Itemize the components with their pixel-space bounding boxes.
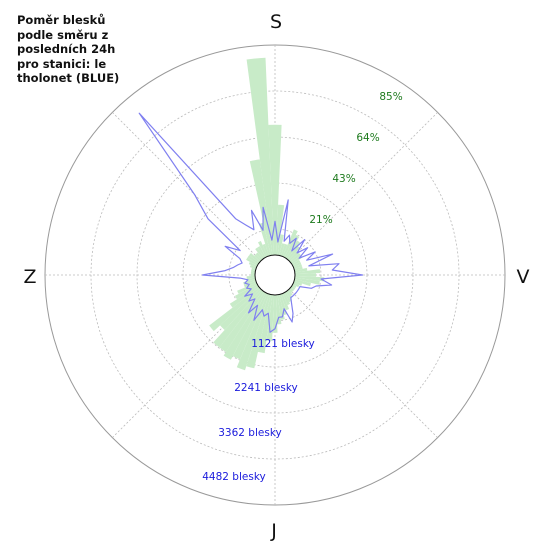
ratio-wedge bbox=[246, 275, 256, 279]
ratio-wedge bbox=[209, 287, 261, 332]
ratio-wedge bbox=[294, 269, 321, 275]
ratio-wedge bbox=[266, 294, 275, 342]
ratio-wedge bbox=[236, 293, 269, 371]
ratio-wedge bbox=[249, 159, 273, 256]
ratio-wedge bbox=[243, 281, 257, 288]
ratio-wedge bbox=[292, 282, 300, 288]
direction-label-right: V bbox=[517, 266, 530, 288]
ratio-wedge bbox=[294, 279, 311, 287]
ratio-wedge bbox=[294, 277, 320, 285]
ratio-wedge bbox=[281, 243, 288, 257]
count-series bbox=[138, 112, 364, 333]
ratio-wedge bbox=[282, 292, 291, 306]
ratio-wedge bbox=[291, 259, 301, 266]
axis-labels: S V J Z 21% 43% 64% 85% 1121 blesky 2241… bbox=[23, 11, 529, 542]
ratio-wedge bbox=[292, 261, 302, 268]
count-tick-label: 3362 blesky bbox=[218, 427, 282, 439]
ratio-wedge bbox=[290, 285, 296, 290]
ratio-wedge bbox=[254, 254, 262, 262]
ratio-wedge bbox=[255, 252, 263, 261]
ratio-wedge bbox=[295, 273, 317, 277]
ratio-wedge bbox=[281, 293, 290, 311]
ratio-wedge bbox=[287, 245, 300, 261]
count-tick-label: 1121 blesky bbox=[251, 338, 315, 350]
ratio-wedge bbox=[287, 289, 293, 296]
percent-tick-label: 85% bbox=[379, 91, 402, 103]
ratio-wedge bbox=[257, 246, 266, 259]
ratio-wedge bbox=[289, 253, 301, 263]
ratio-wedge bbox=[249, 264, 257, 269]
count-tick-label: 4482 blesky bbox=[202, 471, 266, 483]
direction-label-left: Z bbox=[23, 266, 36, 288]
count-line bbox=[138, 112, 364, 333]
ratio-wedge bbox=[246, 294, 271, 369]
ratio-wedge bbox=[250, 273, 255, 277]
ratio-wedge bbox=[277, 234, 284, 256]
ratio-wedge bbox=[257, 294, 273, 354]
polar-grid bbox=[44, 44, 506, 506]
ratio-wedge bbox=[249, 253, 261, 263]
ratio-wedge bbox=[213, 289, 263, 348]
ratio-wedge bbox=[289, 287, 295, 292]
ratio-series bbox=[209, 57, 325, 371]
ratio-wedge bbox=[284, 291, 292, 303]
ratio-wedge bbox=[293, 281, 303, 286]
grid-spoke bbox=[274, 274, 438, 438]
ratio-wedge bbox=[255, 247, 265, 260]
direction-label-top: S bbox=[270, 11, 282, 33]
direction-label-bottom: J bbox=[270, 520, 277, 542]
percent-tick-label: 43% bbox=[332, 173, 355, 185]
ratio-wedge bbox=[219, 290, 265, 353]
ratio-wedge bbox=[223, 291, 266, 360]
center-hole bbox=[254, 254, 296, 296]
ratio-wedge bbox=[262, 243, 269, 257]
ratio-wedge bbox=[294, 266, 303, 271]
ratio-wedge bbox=[288, 251, 299, 262]
ratio-wedge bbox=[247, 255, 260, 265]
count-tick-label: 2241 blesky bbox=[234, 382, 298, 394]
percent-tick-label: 21% bbox=[309, 214, 332, 226]
ratio-wedge bbox=[291, 284, 297, 288]
ratio-wedge bbox=[288, 288, 293, 293]
ratio-wedge bbox=[250, 271, 256, 275]
ratio-wedge bbox=[279, 243, 285, 256]
percent-tick-label: 64% bbox=[356, 132, 379, 144]
ratio-wedge bbox=[258, 241, 268, 258]
ratio-wedge bbox=[220, 288, 262, 330]
ratio-wedge bbox=[258, 222, 271, 256]
ratio-wedge bbox=[246, 57, 275, 256]
chart-title: Poměr blesků podle směru z posledních 24… bbox=[17, 13, 120, 85]
ratio-wedge bbox=[294, 267, 308, 273]
ratio-wedge bbox=[294, 275, 325, 282]
ratio-wedge bbox=[234, 284, 259, 300]
ratio-wedge bbox=[268, 124, 282, 255]
ratio-wedge bbox=[251, 267, 256, 271]
ratio-wedge bbox=[232, 292, 268, 360]
ratio-wedge bbox=[246, 277, 256, 282]
ratio-wedge bbox=[248, 261, 258, 268]
ratio-wedge bbox=[246, 257, 259, 266]
ratio-wedge bbox=[251, 269, 256, 273]
ratio-wedge bbox=[293, 264, 303, 269]
